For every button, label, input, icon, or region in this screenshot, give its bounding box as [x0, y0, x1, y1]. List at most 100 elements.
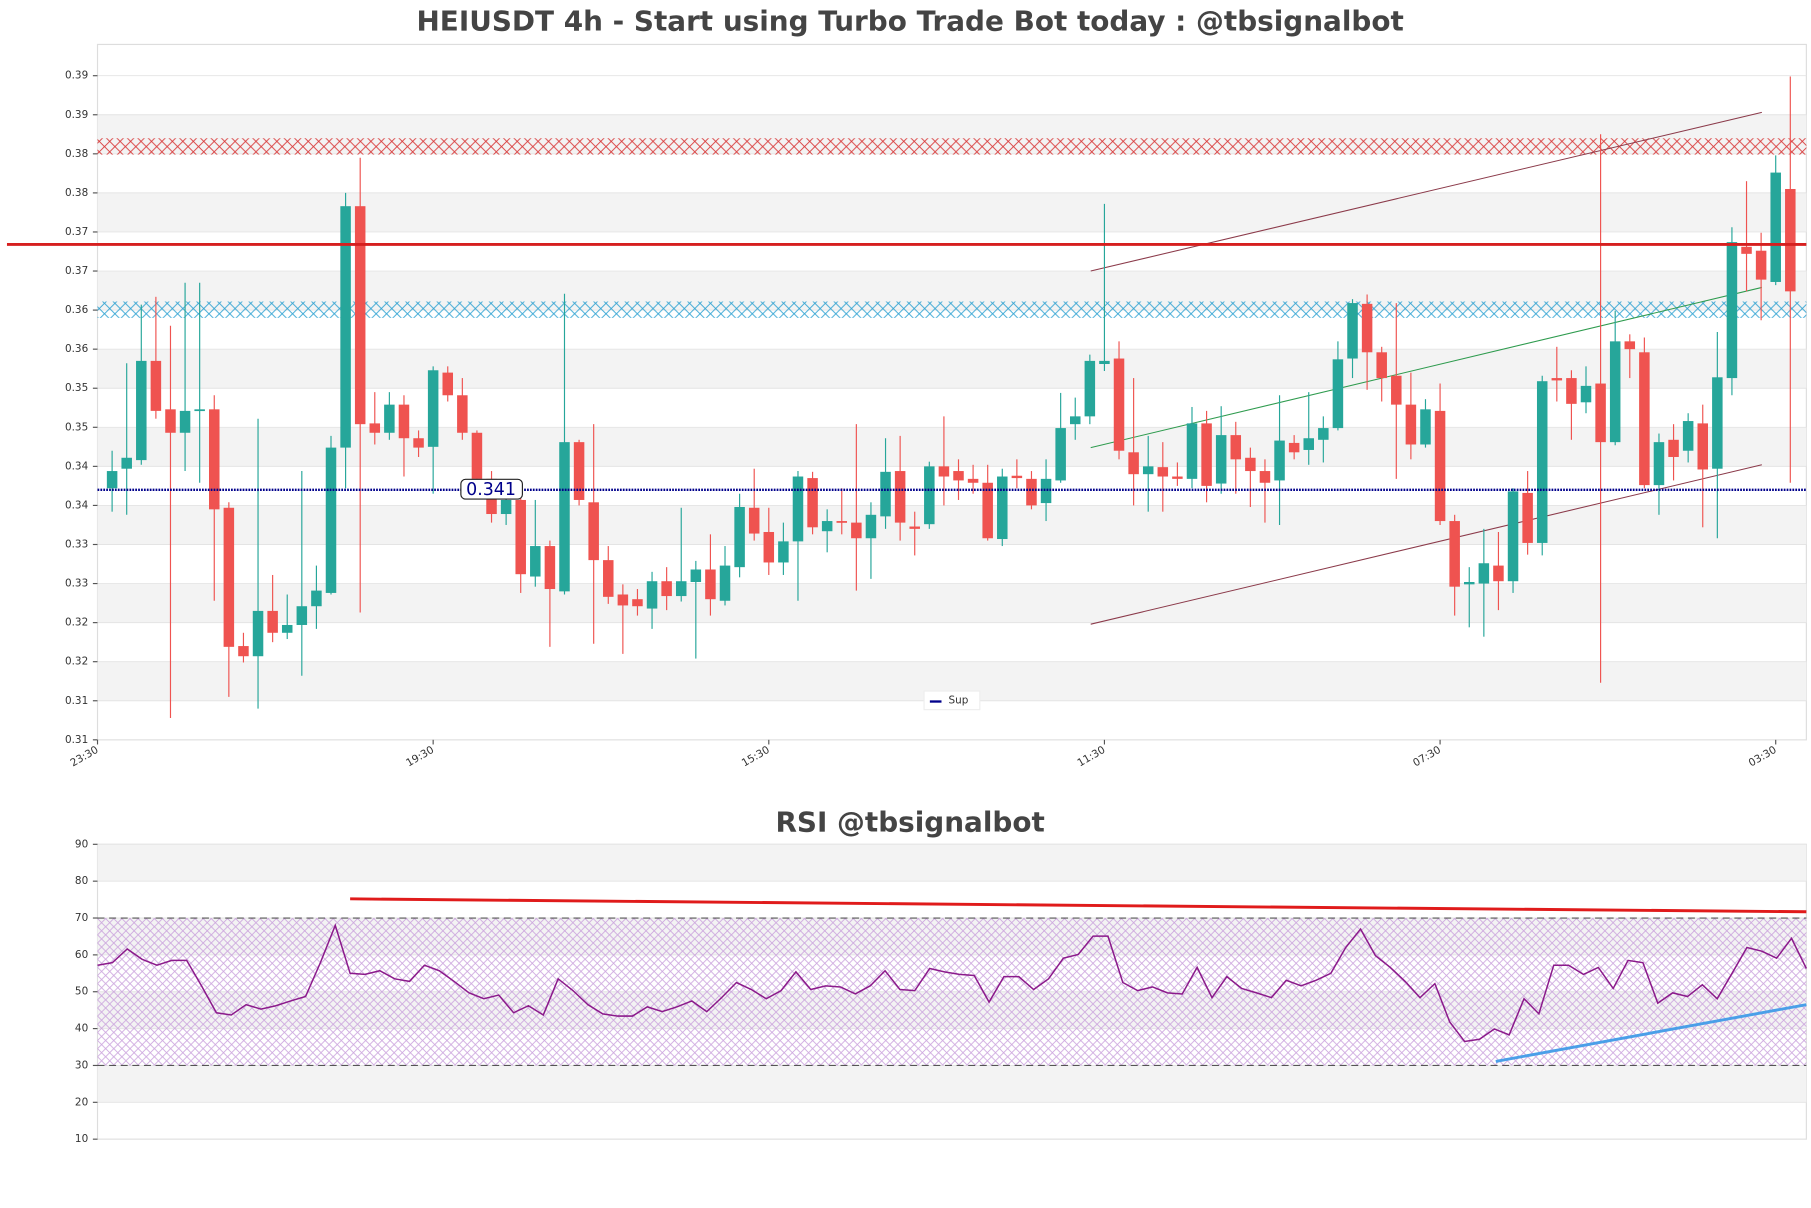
- x-tick-label: 23:30: [68, 744, 100, 769]
- band: [97, 583, 1807, 623]
- rsi-line: [97, 923, 1808, 1043]
- candle-body: [1566, 378, 1577, 404]
- candle-body: [209, 409, 220, 510]
- x-tick-label: 07:30: [1411, 744, 1443, 769]
- y-tick-label: 0.39: [65, 109, 88, 121]
- candle-body: [1755, 250, 1767, 280]
- candle-body: [340, 206, 351, 448]
- candle-body: [1639, 352, 1650, 486]
- y-tick-label: 0.31: [65, 695, 88, 707]
- candle-body: [967, 478, 979, 483]
- candle-body: [1434, 410, 1446, 522]
- candle-body: [1420, 409, 1431, 445]
- candle-body: [1741, 246, 1752, 254]
- candle-body: [1595, 383, 1606, 443]
- candle-body: [1464, 581, 1475, 585]
- candle-body: [325, 447, 337, 593]
- x-tick-label: 03:30: [1747, 744, 1779, 769]
- band: [97, 427, 1807, 467]
- candle-body: [719, 565, 731, 601]
- candle-body: [1245, 457, 1256, 472]
- candle-body: [296, 606, 308, 625]
- candle-body: [1609, 341, 1621, 443]
- candle-body: [1449, 521, 1460, 587]
- y-tick-label: 10: [75, 1133, 88, 1145]
- y-tick-label: 30: [75, 1059, 88, 1071]
- candle-body: [311, 590, 322, 607]
- y-tick-label: 0.32: [65, 656, 88, 668]
- candle-body: [807, 478, 818, 528]
- candle-body: [136, 360, 147, 461]
- candle-body: [471, 432, 483, 479]
- candle-body: [705, 569, 716, 600]
- candle-body: [194, 409, 205, 412]
- candle-body: [530, 546, 541, 577]
- candle-body: [1624, 341, 1636, 350]
- candle-body: [1099, 360, 1110, 365]
- candle-body: [1113, 358, 1125, 451]
- candle-body: [821, 521, 833, 532]
- candle-body: [851, 522, 862, 539]
- y-tick-label: 0.35: [65, 382, 88, 394]
- candle-body: [238, 646, 249, 657]
- candle-body: [1069, 416, 1081, 425]
- candle-body: [427, 370, 439, 447]
- candle-body: [1332, 359, 1344, 429]
- x-tick-label: 11:30: [1075, 744, 1107, 769]
- candle-body: [369, 423, 381, 433]
- candle-body: [165, 409, 176, 433]
- candle-body: [1318, 428, 1329, 440]
- candle-body: [675, 581, 687, 597]
- band: [97, 1065, 1807, 1103]
- band: [97, 192, 1807, 232]
- candle-body: [588, 502, 599, 561]
- candle-body: [1055, 428, 1066, 481]
- candle-body: [1770, 172, 1781, 282]
- candle-body: [763, 531, 775, 563]
- candle-body: [281, 624, 293, 633]
- trend-line: [1495, 1003, 1807, 1063]
- chart-title: HEIUSDT 4h - Start using Turbo Trade Bot…: [416, 4, 1403, 37]
- y-tick-label: 0.33: [65, 538, 88, 550]
- candle-body: [1580, 385, 1592, 403]
- trend-line: [350, 897, 1807, 914]
- candle-body: [544, 546, 556, 590]
- candle-body: [1536, 381, 1548, 543]
- candle-body: [1230, 435, 1242, 460]
- candle-body: [252, 610, 264, 657]
- y-tick-label: 20: [75, 1096, 88, 1108]
- candle-body: [1172, 476, 1183, 479]
- level-label-box: [460, 478, 523, 500]
- candle-body: [982, 482, 993, 539]
- y-tick-label: 60: [75, 949, 88, 961]
- candle-body: [909, 526, 920, 529]
- candle-body: [1668, 439, 1679, 457]
- candle-body: [617, 594, 629, 606]
- candle-body: [1128, 452, 1139, 475]
- candle-body: [778, 541, 789, 563]
- band: [97, 844, 1807, 882]
- candle-body: [734, 506, 745, 568]
- candle-body: [1259, 471, 1271, 483]
- candle-body: [1697, 423, 1708, 470]
- band: [97, 349, 1807, 389]
- candle-body: [1026, 478, 1037, 506]
- candle-body: [1040, 478, 1052, 504]
- candle-body: [354, 206, 366, 425]
- zone: [97, 138, 1807, 155]
- zone: [97, 301, 1807, 318]
- band: [97, 505, 1807, 545]
- y-tick-label: 0.38: [65, 187, 88, 199]
- candle-body: [1084, 360, 1096, 417]
- candle-body: [924, 466, 935, 525]
- candle-body: [1522, 492, 1533, 543]
- candle-body: [1361, 303, 1373, 353]
- y-tick-label: 80: [75, 875, 88, 887]
- candle-body: [121, 457, 132, 469]
- y-tick-label: 70: [75, 912, 88, 924]
- candle-body: [938, 466, 950, 477]
- y-tick-label: 0.34: [65, 499, 89, 511]
- candle-body: [1376, 352, 1387, 379]
- candle-body: [457, 395, 468, 433]
- rsi-title: RSI @tbsignalbot: [775, 805, 1044, 838]
